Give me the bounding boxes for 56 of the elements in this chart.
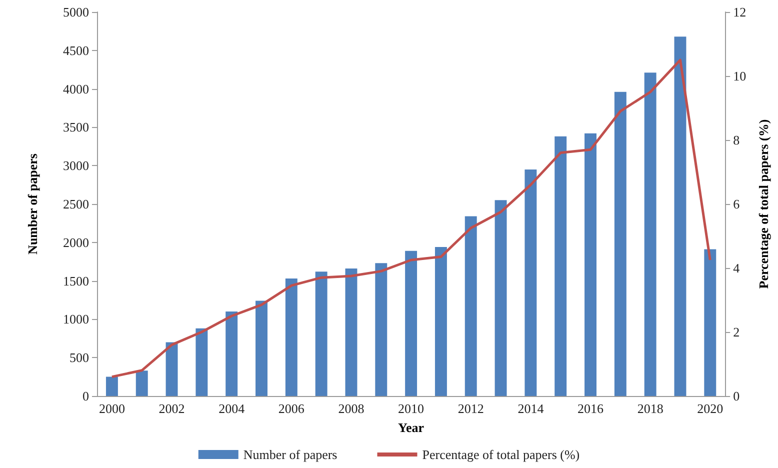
y2-tick-label: 10: [733, 68, 746, 84]
y2-tick-label: 0: [733, 388, 740, 404]
bar: [644, 72, 656, 396]
x-tick-label: 2018: [637, 401, 664, 416]
bar: [554, 136, 567, 396]
bar: [226, 312, 238, 396]
y-tick-label: 1500: [63, 273, 89, 288]
bar: [256, 300, 268, 396]
bar: [345, 268, 358, 396]
x-tick-label: 2000: [98, 401, 125, 416]
y2-tick-label: 12: [733, 4, 746, 20]
y-tick-label: 500: [70, 350, 89, 366]
x-tick-label: 2020: [697, 401, 724, 416]
bar: [405, 250, 418, 396]
bar: [584, 133, 596, 396]
y-tick-label: 5000: [63, 4, 89, 20]
bar: [136, 370, 148, 396]
x-tick-label: 2010: [398, 401, 424, 416]
x-tick-label: 2014: [518, 401, 544, 416]
y2-axis-title: Percentage of total papers (%): [756, 119, 771, 289]
x-tick-label: 2006: [278, 401, 305, 416]
y-tick-label: 3000: [63, 158, 89, 174]
y-tick-label: 2000: [63, 234, 89, 250]
bar: [434, 247, 447, 396]
x-tick-label: 2016: [578, 401, 604, 416]
bar: [285, 278, 298, 396]
bar: [524, 169, 537, 396]
y-tick-label: 3500: [63, 120, 89, 135]
bar: [494, 200, 507, 396]
bar: [196, 328, 208, 396]
y2-tick-label: 6: [733, 196, 740, 212]
y-tick-label: 0: [82, 388, 89, 404]
y2-tick-label: 4: [733, 260, 740, 276]
x-tick-label: 2002: [158, 401, 185, 416]
y2-tick-label: 2: [733, 324, 740, 340]
y-tick-label: 1000: [63, 312, 89, 327]
bar: [166, 342, 178, 396]
bar: [375, 263, 388, 396]
y-tick-label: 2500: [63, 196, 89, 212]
x-axis-title: Year: [398, 420, 424, 435]
y-tick-label: 4500: [63, 42, 89, 58]
y-axis-title: Number of papers: [25, 154, 40, 254]
x-tick-label: 2004: [218, 401, 246, 416]
legend-label: Number of papers: [243, 447, 338, 462]
x-tick-label: 2012: [458, 401, 484, 416]
bar: [614, 92, 626, 396]
legend-label: Percentage of total papers (%): [422, 447, 580, 462]
line-series: [110, 58, 712, 378]
bar: [674, 36, 686, 396]
bar: [704, 249, 716, 396]
bar: [106, 376, 118, 396]
x-tick-label: 2008: [338, 401, 364, 416]
bar: [464, 216, 477, 396]
bar: [315, 272, 328, 396]
y-tick-label: 4000: [63, 81, 89, 96]
y2-tick-label: 8: [733, 132, 740, 148]
